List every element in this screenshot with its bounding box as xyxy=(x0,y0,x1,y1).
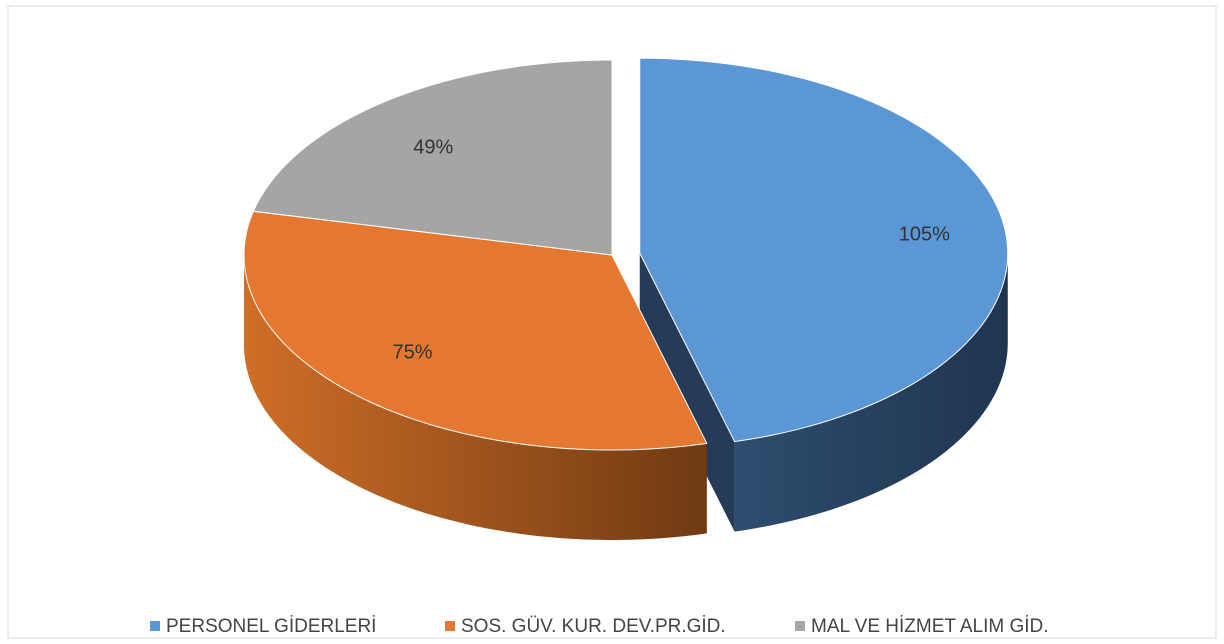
chart-border xyxy=(7,5,1217,639)
legend-swatch xyxy=(445,621,455,631)
legend-label: SOS. GÜV. KUR. DEV.PR.GİD. xyxy=(461,616,726,637)
data-label: 75% xyxy=(393,341,433,363)
pie-side xyxy=(244,255,707,540)
data-label: 49% xyxy=(413,136,453,158)
pie-slice xyxy=(252,59,613,256)
pie-side xyxy=(734,253,1008,532)
pie-slice xyxy=(243,210,708,451)
pie-sides xyxy=(244,253,1008,540)
data-label: 105% xyxy=(899,224,950,246)
legend-label: MAL VE HİZMET ALIM GİD. xyxy=(811,616,1049,637)
pie-slice xyxy=(639,57,1009,443)
legend-swatch xyxy=(795,621,805,631)
pie-wall xyxy=(639,253,735,532)
legend-swatch xyxy=(150,621,160,631)
legend-label: PERSONEL GİDERLERİ xyxy=(166,616,376,637)
pie-tops xyxy=(243,57,1009,451)
